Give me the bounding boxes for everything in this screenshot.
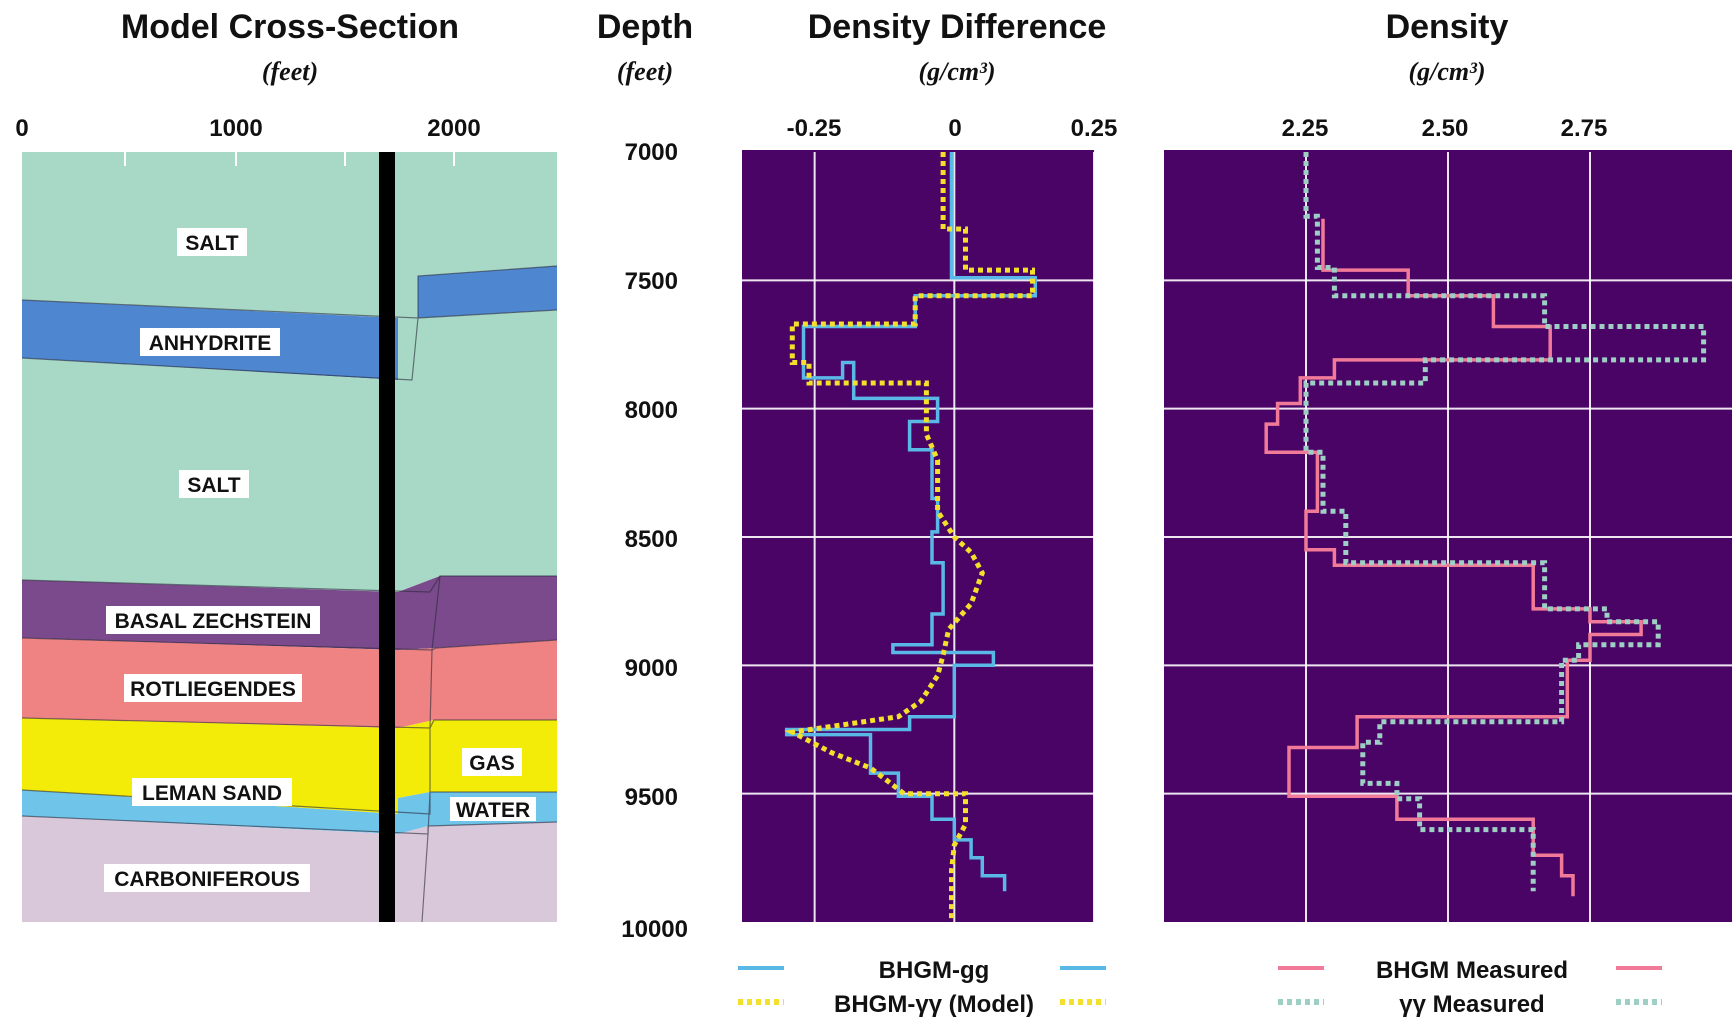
- layer-anhydrite-right: [418, 266, 557, 318]
- svg-text:SALT: SALT: [185, 232, 238, 255]
- density-panel: 2.25 2.50 2.75: [1164, 115, 1732, 922]
- layer-rotliegendes-right: [398, 640, 557, 728]
- density-unit: (g/cm³): [1408, 57, 1485, 86]
- density-difference-x-tick: 0.25: [1071, 115, 1118, 142]
- svg-text:ANHYDRITE: ANHYDRITE: [149, 332, 272, 355]
- legend-label-bhgm-gg: BHGM-gg: [879, 957, 990, 984]
- density-difference-x-tick: -0.25: [787, 115, 842, 142]
- cross-section-panel: 0 1000 2000: [15, 115, 558, 923]
- series-line-bhgm-gg: [784, 152, 1038, 892]
- density-difference-panel: -0.25 0 0.25: [742, 115, 1117, 922]
- cross-section-x-tick: 0: [15, 115, 28, 142]
- borehole: [379, 152, 395, 922]
- cross-section-unit: (feet): [262, 57, 318, 86]
- svg-text:BASAL ZECHSTEIN: BASAL ZECHSTEIN: [115, 610, 312, 633]
- cross-section-title: Model Cross-Section: [121, 8, 459, 46]
- depth-tick: 8000: [625, 397, 678, 424]
- layer-label-leman-sand: LEMAN SAND: [132, 778, 292, 806]
- layer-carboniferous-right: [398, 822, 557, 922]
- density-title: Density: [1386, 8, 1509, 46]
- depth-tick: 9500: [625, 784, 678, 811]
- legend-label-bhgm-yy-model: BHGM-γγ (Model): [834, 991, 1034, 1018]
- svg-text:LEMAN SAND: LEMAN SAND: [142, 782, 282, 805]
- depth-axis-title: Depth: [597, 8, 693, 46]
- density-difference-legend: BHGM-gg BHGM-γγ (Model): [738, 957, 1106, 1018]
- layer-salt-lower-right: [398, 276, 557, 592]
- density-legend: BHGM Measured γγ Measured: [1278, 957, 1662, 1018]
- depth-tick: 9000: [625, 655, 678, 682]
- cross-section-x-tick: 1000: [209, 115, 262, 142]
- layer-label-salt-upper: SALT: [177, 228, 247, 256]
- layer-label-anhydrite: ANHYDRITE: [140, 328, 280, 356]
- depth-axis: 7000 7500 8000 8500 9000 9500 10000: [621, 139, 688, 943]
- cross-section-tick-marks: [124, 152, 455, 166]
- layer-label-gas: GAS: [462, 748, 522, 776]
- series-line-bhgm-model-: [784, 152, 1035, 922]
- layer-salt-upper-right: [398, 152, 557, 276]
- legend-label-bhgm-measured: BHGM Measured: [1376, 957, 1568, 984]
- layer-basal-zechstein-right: [398, 576, 557, 650]
- svg-text:WATER: WATER: [456, 799, 530, 822]
- layer-label-rotliegendes: ROTLIEGENDES: [124, 674, 302, 702]
- density-difference-unit: (g/cm³): [918, 57, 995, 86]
- svg-text:CARBONIFEROUS: CARBONIFEROUS: [114, 868, 300, 891]
- svg-text:SALT: SALT: [187, 474, 240, 497]
- density-difference-title: Density Difference: [808, 8, 1107, 46]
- density-grid: [1164, 152, 1732, 922]
- density-x-tick: 2.50: [1422, 115, 1469, 142]
- layer-label-salt-lower: SALT: [179, 470, 249, 498]
- legend-label-yy-measured: γγ Measured: [1399, 991, 1544, 1018]
- density-series: [1264, 152, 1707, 897]
- cross-section-x-tick: 2000: [427, 115, 480, 142]
- density-difference-series: [784, 152, 1038, 922]
- svg-text:ROTLIEGENDES: ROTLIEGENDES: [130, 678, 296, 701]
- depth-tick: 8500: [625, 526, 678, 553]
- layer-label-carboniferous: CARBONIFEROUS: [104, 864, 310, 892]
- depth-tick: 7500: [625, 268, 678, 295]
- svg-text:GAS: GAS: [469, 752, 515, 775]
- depth-axis-unit: (feet): [617, 57, 673, 86]
- layer-label-water: WATER: [450, 797, 536, 822]
- layer-label-basal-zechstein: BASAL ZECHSTEIN: [106, 606, 320, 634]
- layer-leman-sand: [22, 718, 398, 814]
- depth-tick: 10000: [621, 916, 688, 943]
- depth-tick: 7000: [625, 139, 678, 166]
- layer-water-left: [22, 790, 398, 834]
- density-x-tick: 2.75: [1561, 115, 1608, 142]
- density-x-tick: 2.25: [1282, 115, 1329, 142]
- density-difference-x-tick: 0: [948, 115, 961, 142]
